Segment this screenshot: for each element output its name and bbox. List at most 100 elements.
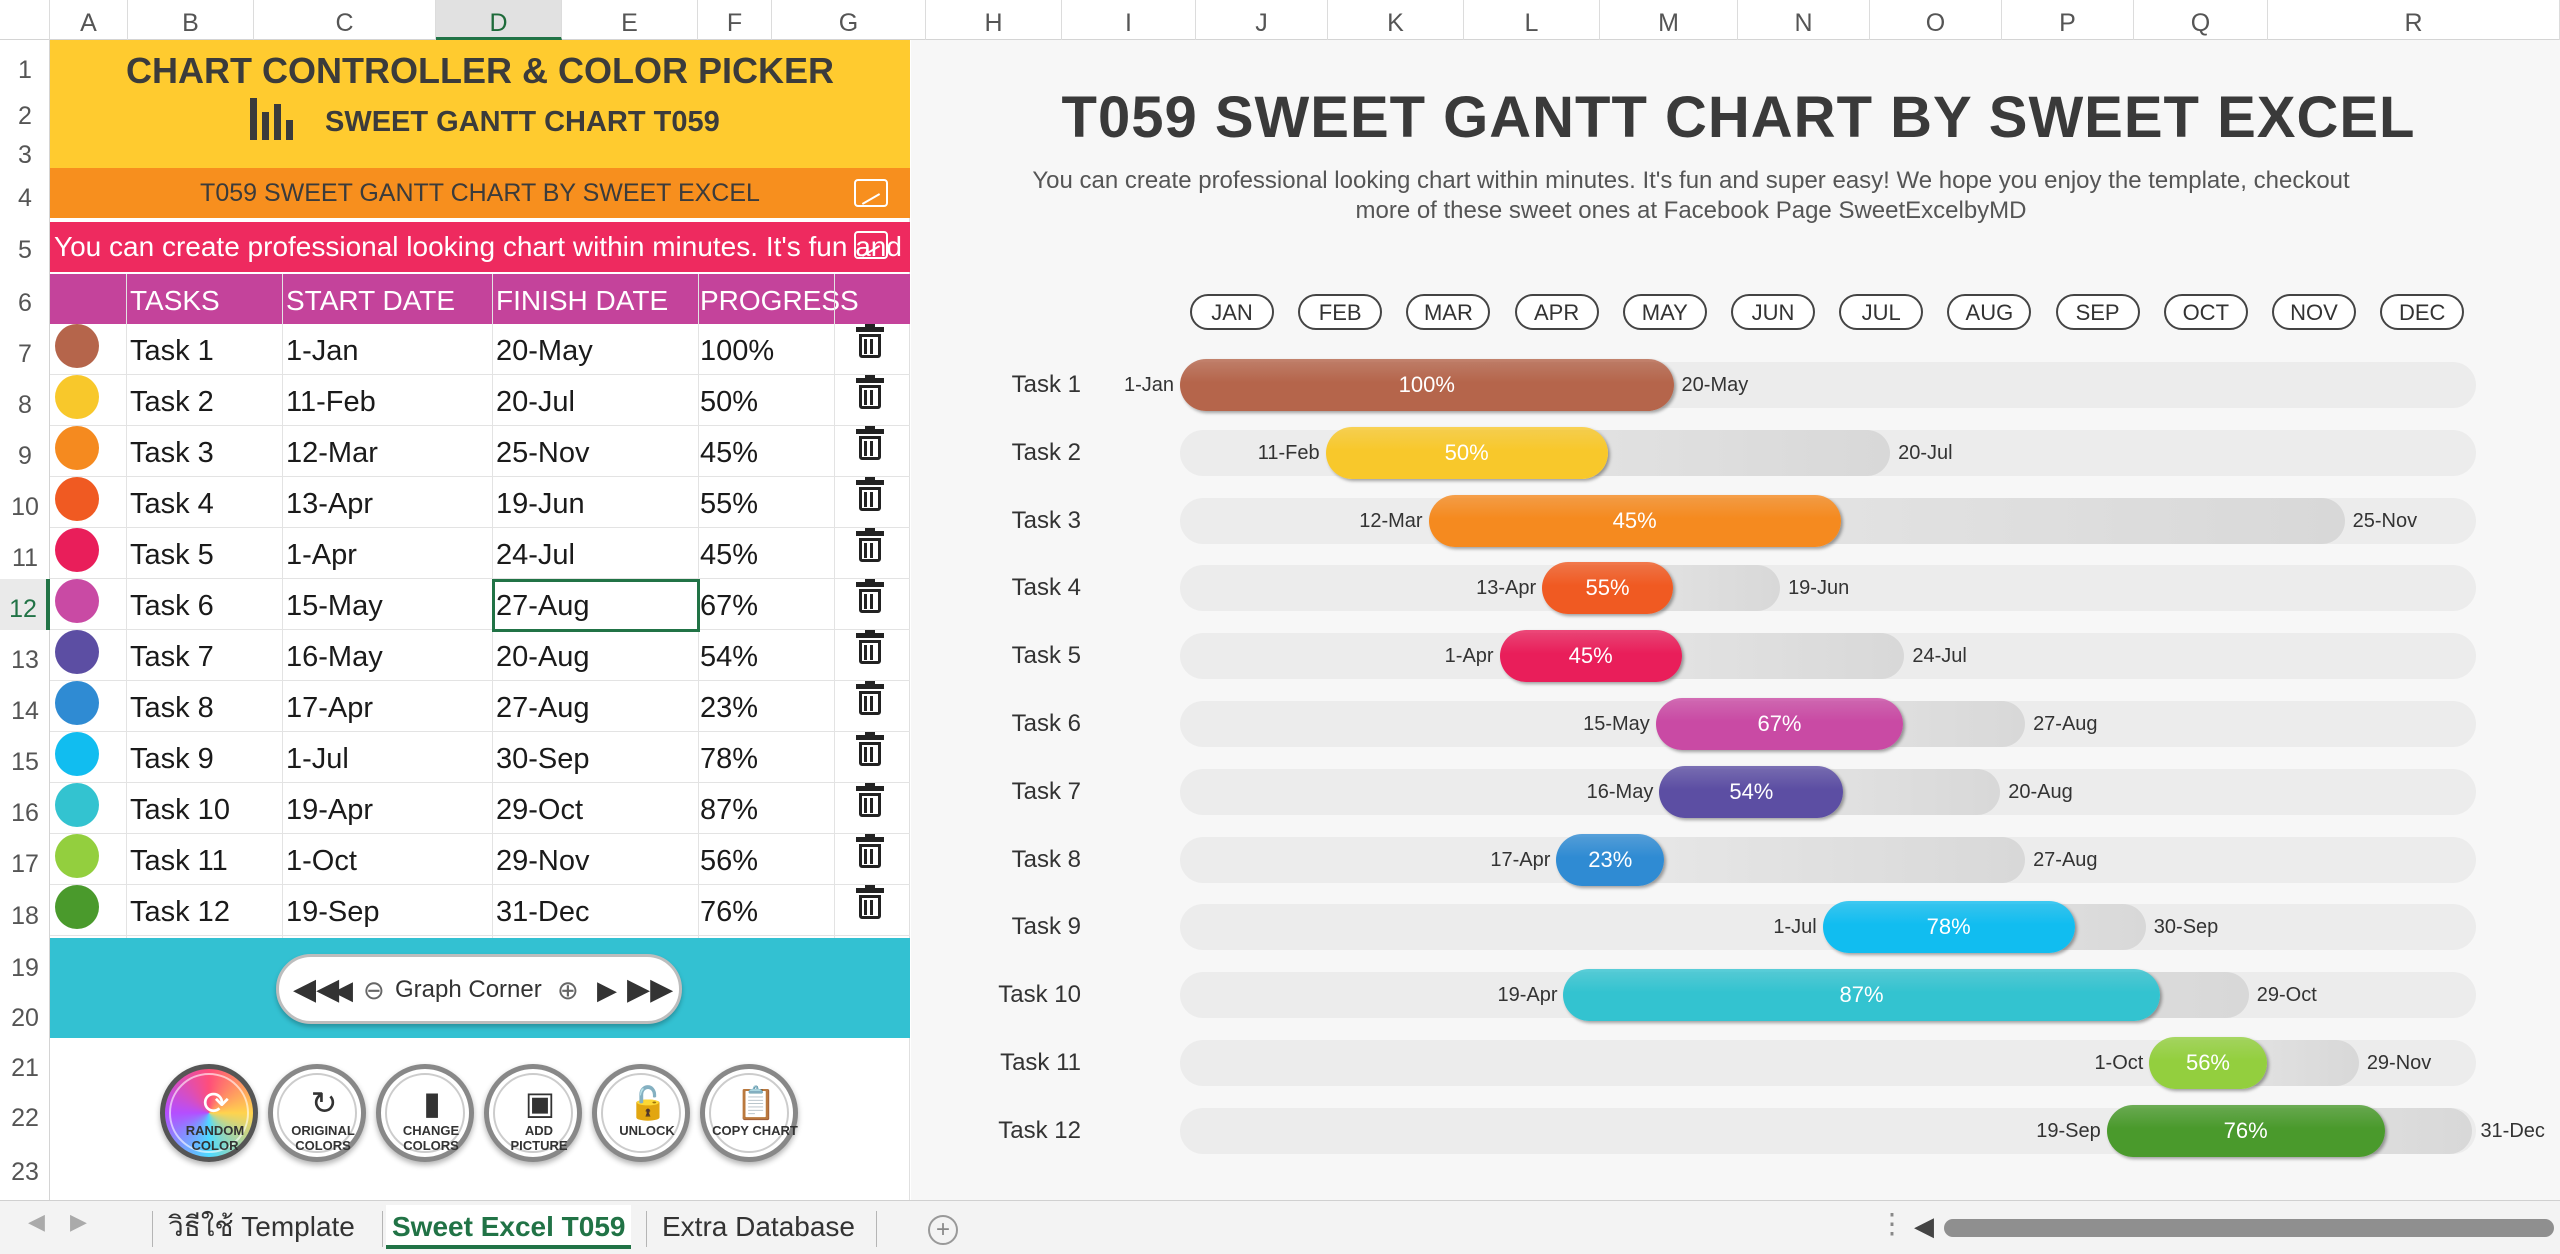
color-swatch[interactable]: [55, 834, 99, 878]
row-header[interactable]: 22: [11, 1104, 39, 1132]
finish-date-cell[interactable]: 20-May: [496, 335, 593, 367]
finish-date-cell[interactable]: 27-Aug: [496, 590, 590, 622]
task-name-cell[interactable]: Task 10: [130, 794, 230, 826]
start-date-cell[interactable]: 17-Apr: [286, 692, 374, 724]
row-header[interactable]: 17: [11, 850, 39, 878]
start-date-cell[interactable]: 16-May: [286, 641, 383, 673]
progress-cell[interactable]: 50%: [700, 386, 759, 418]
row-header[interactable]: 11: [12, 544, 38, 572]
progress-cell[interactable]: 56%: [700, 845, 759, 877]
progress-bar[interactable]: 55%: [1542, 562, 1673, 615]
add-sheet-icon[interactable]: +: [928, 1215, 958, 1245]
progress-bar[interactable]: 54%: [1659, 765, 1844, 818]
column-header[interactable]: R: [2268, 0, 2560, 40]
progress-bar[interactable]: 76%: [2106, 1104, 2385, 1157]
row-header[interactable]: 18: [11, 902, 39, 930]
delete-task-icon[interactable]: [856, 477, 884, 511]
column-header[interactable]: O: [1870, 0, 2002, 40]
color-swatch[interactable]: [55, 477, 99, 521]
delete-task-icon[interactable]: [856, 324, 884, 358]
row-header[interactable]: 2: [18, 102, 32, 130]
row-header[interactable]: 4: [18, 184, 32, 212]
chart-title-input-cell[interactable]: T059 SWEET GANTT CHART BY SWEET EXCEL: [50, 168, 910, 218]
task-name-cell[interactable]: Task 2: [130, 386, 214, 418]
progress-cell[interactable]: 55%: [700, 488, 759, 520]
progress-bar[interactable]: 50%: [1325, 426, 1608, 479]
finish-date-cell[interactable]: 29-Oct: [496, 794, 584, 826]
column-header[interactable]: Q: [2134, 0, 2268, 40]
progress-cell[interactable]: 23%: [700, 692, 759, 724]
zoom-in-icon[interactable]: ⊕: [557, 975, 579, 1005]
more-options-icon[interactable]: ⋮: [1878, 1208, 1906, 1239]
random-color-button[interactable]: ⟳ RANDOM COLOR: [160, 1064, 258, 1162]
tab-how-to-use[interactable]: วิธีใช้ Template: [168, 1211, 355, 1242]
progress-cell[interactable]: 78%: [700, 743, 759, 775]
task-name-cell[interactable]: Task 4: [130, 488, 214, 520]
row-header[interactable]: 8: [18, 391, 32, 419]
row-header[interactable]: 10: [11, 493, 39, 521]
task-name-cell[interactable]: Task 7: [130, 641, 214, 673]
column-header[interactable]: H: [926, 0, 1062, 40]
finish-date-cell[interactable]: 19-Jun: [496, 488, 585, 520]
column-header[interactable]: K: [1328, 0, 1464, 40]
task-name-cell[interactable]: Task 9: [130, 743, 214, 775]
start-date-cell[interactable]: 1-Jan: [286, 335, 359, 367]
row-header[interactable]: 9: [18, 442, 32, 470]
next-arrow-icon[interactable]: ▶: [597, 975, 617, 1005]
delete-task-icon[interactable]: [856, 681, 884, 715]
column-header[interactable]: M: [1600, 0, 1738, 40]
prev-arrow-icon[interactable]: ◀: [333, 975, 353, 1005]
color-swatch[interactable]: [55, 681, 99, 725]
tab-sweet-excel-t059[interactable]: Sweet Excel T059: [386, 1205, 632, 1249]
horizontal-scrollbar[interactable]: [1944, 1219, 2554, 1237]
delete-task-icon[interactable]: [856, 426, 884, 460]
first-arrow-icon[interactable]: ◀◀: [293, 973, 340, 1006]
task-name-cell[interactable]: Task 12: [130, 896, 230, 928]
progress-cell[interactable]: 54%: [700, 641, 759, 673]
finish-date-cell[interactable]: 29-Nov: [496, 845, 590, 877]
start-date-cell[interactable]: 1-Jul: [286, 743, 349, 775]
unlock-button[interactable]: 🔓 UNLOCK: [592, 1064, 690, 1162]
copy-chart-button[interactable]: 📋 COPY CHART: [700, 1064, 798, 1162]
row-header[interactable]: 7: [18, 340, 32, 368]
column-header[interactable]: F: [698, 0, 772, 40]
row-header[interactable]: 16: [11, 799, 39, 827]
progress-cell[interactable]: 67%: [700, 590, 759, 622]
finish-date-cell[interactable]: 31-Dec: [496, 896, 590, 928]
row-header[interactable]: 21: [11, 1054, 39, 1082]
color-swatch[interactable]: [55, 783, 99, 827]
row-header[interactable]: 13: [11, 646, 39, 674]
selected-cell[interactable]: [492, 579, 700, 632]
color-swatch[interactable]: [55, 426, 99, 470]
description-input-cell[interactable]: You can create professional looking char…: [50, 222, 910, 272]
task-name-cell[interactable]: Task 5: [130, 539, 214, 571]
progress-bar[interactable]: 23%: [1556, 833, 1665, 886]
finish-date-cell[interactable]: 27-Aug: [496, 692, 590, 724]
column-header[interactable]: N: [1738, 0, 1870, 40]
delete-task-icon[interactable]: [856, 834, 884, 868]
select-all-corner[interactable]: [0, 0, 50, 40]
row-header[interactable]: 23: [11, 1158, 39, 1186]
task-name-cell[interactable]: Task 1: [130, 335, 214, 367]
task-name-cell[interactable]: Task 6: [130, 590, 214, 622]
progress-bar[interactable]: 67%: [1655, 698, 1904, 750]
finish-date-cell[interactable]: 25-Nov: [496, 437, 590, 469]
task-name-cell[interactable]: Task 3: [130, 437, 214, 469]
column-header[interactable]: D: [436, 0, 562, 40]
column-header[interactable]: B: [128, 0, 254, 40]
progress-cell[interactable]: 45%: [700, 437, 759, 469]
start-date-cell[interactable]: 12-Mar: [286, 437, 378, 469]
color-swatch[interactable]: [55, 579, 99, 623]
finish-date-cell[interactable]: 30-Sep: [496, 743, 590, 775]
start-date-cell[interactable]: 13-Apr: [286, 488, 374, 520]
row-header[interactable]: 19: [11, 954, 39, 982]
last-arrow-icon[interactable]: ▶▶: [627, 973, 674, 1006]
color-swatch[interactable]: [55, 885, 99, 929]
change-colors-button[interactable]: ▮ CHANGE COLORS: [376, 1064, 474, 1162]
color-swatch[interactable]: [55, 324, 99, 368]
column-header[interactable]: C: [254, 0, 436, 40]
start-date-cell[interactable]: 19-Sep: [286, 896, 380, 928]
task-name-cell[interactable]: Task 8: [130, 692, 214, 724]
column-header[interactable]: L: [1464, 0, 1600, 40]
row-header[interactable]: 15: [11, 748, 39, 776]
